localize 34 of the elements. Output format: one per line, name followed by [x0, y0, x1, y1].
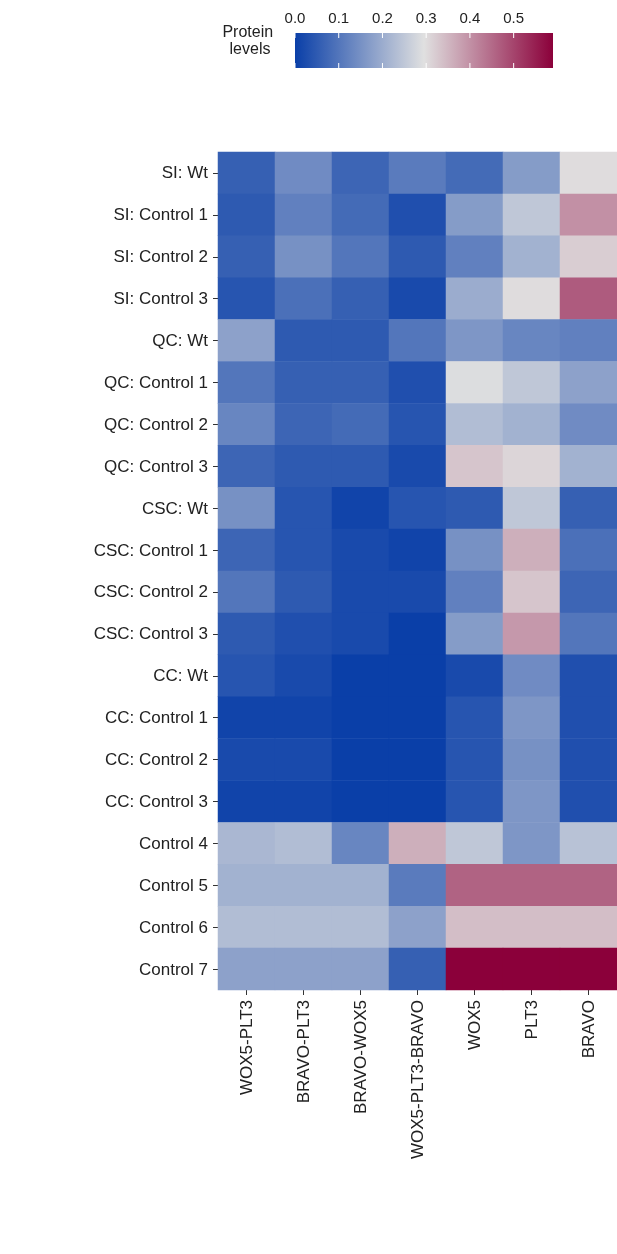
- y-tick-label: SI: Wt: [161, 163, 209, 183]
- x-tick-label: BRAVO: [579, 1000, 598, 1059]
- color-bar-label: 0.1: [328, 8, 350, 26]
- y-tick-label: QC: Control 1: [104, 372, 208, 392]
- y-tick-label: Control 7: [139, 959, 208, 979]
- y-tick-label: SI: Control 2: [113, 247, 208, 267]
- y-tick-label: CSC: Control 2: [93, 582, 208, 602]
- y-tick-label: SI: Control 3: [113, 289, 208, 309]
- y-tick-label: CC: Control 1: [105, 708, 208, 728]
- y-tick-label: CSC: Control 3: [93, 624, 208, 644]
- y-tick-label: QC: Control 3: [104, 456, 208, 476]
- x-tick-label: BRAVO-WOX5: [351, 1000, 370, 1114]
- x-tick-label: WOX5-PLT3-BRAVO: [408, 1000, 427, 1160]
- color-bar-label: 0.4: [459, 8, 481, 26]
- color-bar-label: 0.3: [415, 8, 437, 26]
- color-bar-label: 0.5: [503, 8, 525, 26]
- y-tick-label: Control 6: [139, 917, 208, 937]
- color-bar-title: Protein levels: [222, 23, 278, 57]
- y-tick-label: CSC: Wt: [141, 498, 209, 518]
- x-tick-label: WOX5-PLT3: [237, 1000, 256, 1096]
- y-tick-label: CC: Control 2: [105, 750, 208, 770]
- y-tick-label: QC: Control 2: [104, 414, 208, 434]
- y-tick-label: SI: Control 1: [113, 205, 208, 225]
- color-bar-label: 0.0: [284, 8, 306, 26]
- x-tick-label: BRAVO-PLT3: [294, 1000, 313, 1104]
- y-tick-label: QC: Wt: [152, 331, 209, 351]
- y-tick-label: CC: Control 3: [105, 791, 208, 811]
- y-tick-label: Control 5: [139, 875, 208, 895]
- y-tick-label: CC: Wt: [153, 666, 209, 686]
- y-tick-label: Control 4: [139, 833, 208, 853]
- x-tick-label: WOX5: [465, 1000, 484, 1051]
- x-tick-label: PLT3: [522, 1000, 541, 1040]
- y-tick-label: CSC: Control 1: [93, 540, 208, 560]
- color-bar-label: 0.2: [372, 8, 393, 26]
